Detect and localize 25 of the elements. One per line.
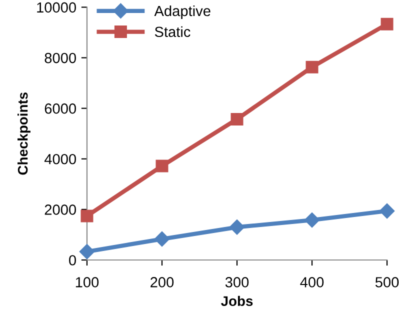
point <box>80 210 94 222</box>
point <box>304 212 320 228</box>
point <box>154 231 170 247</box>
x-tick-label: 400 <box>300 277 324 288</box>
x-tick-label: 500 <box>375 277 399 288</box>
y-tick-label: 4000 <box>44 154 76 164</box>
point <box>380 18 394 30</box>
y-tick-label: 0 <box>69 255 76 266</box>
legend-label: Static <box>154 26 190 38</box>
y-tick-label: 6000 <box>44 103 76 114</box>
x-axis-title: Jobs <box>221 296 253 306</box>
x-tick-label: 200 <box>150 277 174 288</box>
point <box>306 60 318 74</box>
y-tick-label: 10000 <box>37 2 76 13</box>
point <box>156 160 168 172</box>
point <box>229 220 245 235</box>
point <box>79 244 95 260</box>
point <box>230 112 244 126</box>
y-tick-label: 2000 <box>44 204 76 215</box>
x-tick-label: 300 <box>225 277 249 288</box>
x-tick-label: 100 <box>76 277 99 288</box>
point <box>379 203 395 219</box>
y-tick-label: 8000 <box>44 52 76 64</box>
y-axis-title: Checkpoints <box>18 92 30 175</box>
legend-label: Adaptive <box>154 5 210 20</box>
